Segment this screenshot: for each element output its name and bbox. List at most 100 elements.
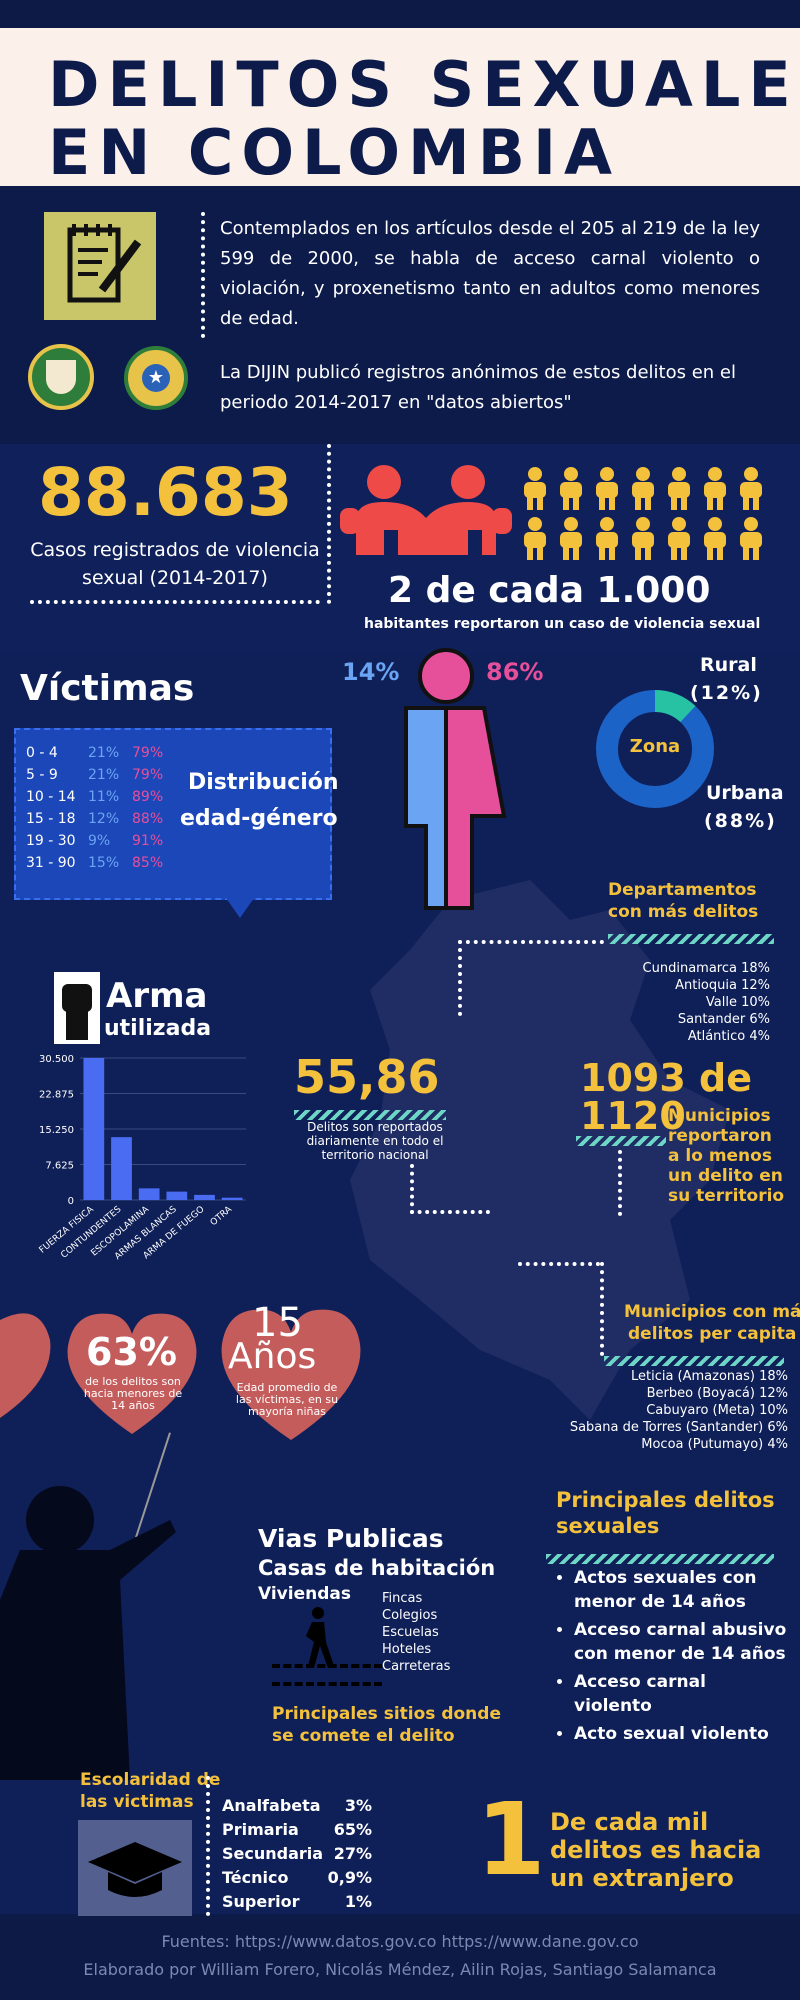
percapita-hatch: [604, 1356, 784, 1366]
place-item: Carreteras: [382, 1659, 451, 1674]
girl-silhouette-icon: [0, 1480, 190, 1784]
heart-2-icon: [216, 1302, 366, 1446]
departments-connector-v: [458, 940, 462, 1016]
schooling-divider: [206, 1776, 210, 1916]
crosswalk-lines-2: [272, 1682, 382, 1686]
main-crimes-hatch: [546, 1554, 774, 1564]
daily-connector-v: [410, 1164, 414, 1214]
municipalities-hatch: [576, 1136, 666, 1146]
urban-pct: (88%): [704, 810, 777, 832]
stats-section: 88.683 Casos registrados de violencia se…: [0, 444, 800, 654]
age-row: 10 - 14 11% 89%: [26, 789, 164, 805]
places-caption-1: Principales sitios donde: [272, 1704, 501, 1724]
rural-pct: (12%): [690, 682, 763, 704]
heart-pct: 63%: [86, 1330, 177, 1374]
age-row: 5 - 9 21% 79%: [26, 767, 164, 783]
crime-item: Actos sexuales con menor de 14 años: [574, 1566, 788, 1614]
zone-donut: Zona: [594, 688, 716, 814]
schooling-title-2: las victimas: [80, 1792, 194, 1812]
crosswalk-lines: [272, 1664, 382, 1668]
heart-pct-label: de los delitos son hacia menores de 14 a…: [83, 1375, 183, 1412]
total-cases-label: Casos registrados de violencia sexual (2…: [30, 539, 320, 589]
ratio-title: 2 de cada 1.000: [388, 570, 711, 611]
zone-center-label: Zona: [629, 736, 681, 757]
top-stripe: [0, 0, 800, 28]
total-cases-value: 88.683: [38, 454, 293, 531]
age-row: 0 - 4 21% 79%: [26, 745, 164, 761]
intro-section: ★ Contemplados en los artículos desde el…: [0, 186, 800, 444]
heart-partial-icon: [0, 1300, 60, 1424]
rural-label: Rural: [700, 654, 757, 676]
places-line2: Casas de habitación: [258, 1556, 496, 1580]
crime-item: Acceso carnal violento: [574, 1670, 788, 1718]
notepad-icon: [44, 212, 156, 320]
speech-tail: [226, 898, 254, 918]
gender-figure-icon: [388, 646, 508, 920]
chart-ytick-label: 30.500: [39, 1054, 74, 1065]
victims-title: Víctimas: [20, 668, 195, 709]
daily-connector-h: [410, 1210, 490, 1214]
schooling-row: Superior 1%: [222, 1892, 372, 1911]
percapita-item: Mocoa (Putumayo) 4%: [641, 1437, 788, 1452]
percapita-title-1: Municipios con más: [624, 1302, 800, 1322]
percapita-connector-h: [518, 1262, 600, 1266]
places-line3: Viviendas: [258, 1584, 351, 1604]
chart-ytick-label: 22.875: [39, 1090, 74, 1101]
main-crimes-title-1: Principales delitos: [556, 1488, 775, 1512]
place-item: Hoteles: [382, 1642, 432, 1657]
people-yellow-grid-icon: [522, 466, 780, 566]
chart-category-label: OTRA: [209, 1204, 235, 1228]
intro-paragraph-2: La DIJIN publicó registros anónimos de e…: [220, 362, 737, 413]
age-table: 0 - 4 21% 79% 5 - 9 21% 79% 10 - 14 11% 89% 15…: [26, 742, 186, 874]
percapita-list: Leticia (Amazonas) 18% Berbeo (Boyacá) 1…: [520, 1368, 788, 1453]
dist-label-line1: Distribución: [188, 770, 339, 795]
municipalities-value-1: 1093 de: [580, 1056, 752, 1100]
age-row: 15 - 18 12% 88%: [26, 811, 164, 827]
male-pct: 14%: [342, 658, 400, 686]
weapon-title-1: Arma: [106, 976, 208, 1016]
percapita-item: Cabuyaro (Meta) 10%: [646, 1403, 788, 1418]
chart-bar: [221, 1197, 243, 1200]
dist-label-line2: edad-género: [180, 806, 338, 831]
chart-bar: [111, 1137, 132, 1200]
chart-ytick-label: 15.250: [39, 1125, 74, 1136]
stats-divider-h: [30, 600, 320, 604]
municipalities-value-2: 1120: [580, 1094, 686, 1138]
departments-list: Cundinamarca 18% Antioquia 12% Valle 10%…: [600, 960, 770, 1045]
foreign-label-2: delitos es hacia: [550, 1836, 762, 1864]
graduation-cap-icon: [78, 1820, 192, 1916]
foreign-label-3: un extranjero: [550, 1864, 734, 1892]
departments-title-2: con más delitos: [608, 902, 759, 922]
daily-label: Delitos son reportados diariamente en to…: [306, 1120, 444, 1162]
municipalities-label: Municipios reportaron a lo menos un deli…: [668, 1106, 785, 1206]
schooling-title-1: Escolaridad de: [80, 1770, 221, 1790]
weapon-title-2: utilizada: [104, 1016, 212, 1041]
footer-authors: Elaborado por William Forero, Nicolás Mé…: [83, 1960, 717, 1979]
colombia-map-shape: [330, 880, 750, 1444]
page-title-line2: EN COLOMBIA: [48, 116, 621, 189]
places-line1: Vias Publicas: [258, 1524, 444, 1553]
people-red-icon: [336, 460, 516, 564]
chart-bar: [138, 1188, 160, 1200]
departments-hatch: [608, 934, 774, 944]
weapon-chart: 30.500 22.875 15.250 7.625 0 FUERZA FISICA CON…: [20, 1046, 260, 1266]
chart-bar: [194, 1194, 215, 1200]
department-item: Valle 10%: [705, 995, 770, 1010]
schooling-row: Técnico 0,9%: [222, 1868, 372, 1887]
main-crimes-list: Actos sexuales con menor de 14 años Acce…: [574, 1566, 788, 1750]
percapita-item: Leticia (Amazonas) 18%: [630, 1369, 788, 1384]
place-item: Fincas: [382, 1591, 423, 1606]
age-gender-panel: 0 - 4 21% 79% 5 - 9 21% 79% 10 - 14 11% 89% 15…: [14, 728, 339, 900]
foreign-label-1: De cada mil: [550, 1808, 709, 1836]
daily-hatch: [294, 1110, 446, 1120]
stats-divider-v: [327, 444, 331, 604]
heart-1-icon: [62, 1306, 202, 1440]
place-item: Escuelas: [382, 1625, 439, 1640]
foreign-number: 1: [476, 1781, 546, 1898]
header-banner: DELITOS SEXUALES EN COLOMBIA: [0, 28, 800, 189]
places-caption-2: se comete el delito: [272, 1726, 455, 1746]
places-small-list: Fincas Colegios Escuelas Hoteles Carrete…: [382, 1590, 450, 1675]
chart-bar: [166, 1191, 188, 1200]
age-row: 19 - 30 9% 91%: [26, 833, 164, 849]
department-item: Santander 6%: [677, 1012, 770, 1027]
